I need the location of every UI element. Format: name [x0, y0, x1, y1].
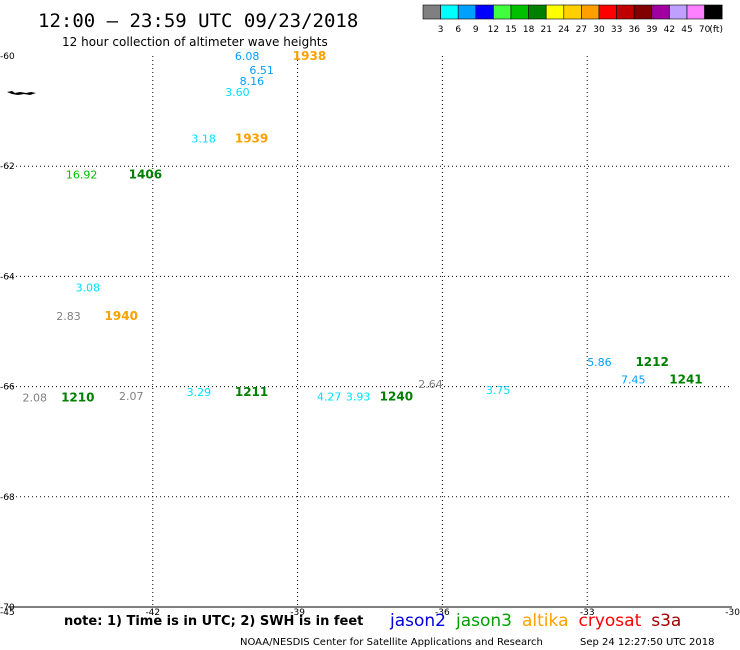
- legend-swatch: [422, 4, 441, 20]
- generation-timestamp: Sep 24 12:27:50 UTC 2018: [580, 637, 714, 648]
- wave-height-value: 2.07: [119, 390, 144, 403]
- legend-swatch: [493, 4, 512, 20]
- pass-time-label: 1406: [129, 167, 162, 181]
- legend-swatch: [616, 4, 635, 20]
- pass-time-label: 1939: [235, 132, 268, 146]
- satellite-name: altika: [522, 611, 569, 631]
- wave-height-value: 16.92: [66, 168, 98, 181]
- legend-label: 39: [646, 25, 658, 35]
- longitude-tick-label: -36: [435, 608, 450, 618]
- legend-swatch: [563, 4, 582, 20]
- legend-swatch: [633, 4, 653, 20]
- legend-label: 27: [576, 25, 587, 35]
- pass-time-label: 1211: [235, 385, 268, 399]
- latitude-tick-label: -60: [0, 52, 15, 62]
- legend-label: 21: [540, 25, 551, 35]
- coastline-fragment: [7, 91, 36, 95]
- satellite-name: s3a: [651, 611, 681, 631]
- legend-label: 45: [681, 25, 692, 35]
- pass-time-label: 1938: [293, 49, 326, 63]
- legend-swatch: [440, 4, 459, 20]
- legend-swatch: [457, 4, 477, 20]
- wave-height-value: 8.16: [240, 75, 265, 88]
- legend-swatch: [669, 4, 688, 20]
- legend-label: 18: [523, 25, 535, 35]
- wave-height-value: 2.83: [56, 310, 80, 323]
- legend-label: 3: [438, 25, 444, 35]
- pass-time-label: 1212: [635, 355, 668, 369]
- pass-time-label: 1240: [380, 390, 413, 404]
- legend-swatch: [598, 4, 617, 20]
- satellite-name: cryosat: [579, 611, 642, 631]
- legend-swatch: [651, 4, 670, 20]
- wave-height-value: 7.45: [621, 373, 646, 386]
- latitude-tick-label: -70: [0, 603, 15, 613]
- latitude-labels: -60 -62 -64 -66 -68 -70: [0, 52, 15, 613]
- legend-label: 33: [611, 25, 622, 35]
- legend-label: 12: [488, 25, 499, 35]
- legend-label: 30: [593, 25, 605, 35]
- latitude-tick-label: -68: [0, 493, 15, 503]
- longitude-tick-label: -33: [580, 608, 595, 618]
- wave-height-value: 3.29: [187, 386, 212, 399]
- wave-height-color-legend: 3 6 9 12 15 18 21 24 27 30 33 36 39 42 45 70 (ft): [422, 4, 723, 35]
- legend-swatch: [545, 4, 565, 20]
- longitude-tick-label: -30: [725, 608, 740, 618]
- wave-height-value: 2.08: [22, 392, 47, 405]
- wave-height-value: 5.86: [587, 356, 612, 369]
- graticule: [8, 56, 732, 607]
- longitude-tick-label: -42: [145, 608, 160, 618]
- legend-swatch: [686, 4, 705, 20]
- map-subtitle: 12 hour collection of altimeter wave hei…: [62, 35, 328, 49]
- credit-line: NOAA/NESDIS Center for Satellite Applica…: [240, 637, 543, 648]
- wave-height-value: 4.27: [317, 391, 342, 404]
- longitude-labels: -45 -42 -39 -36 -33 -30: [0, 608, 740, 618]
- wave-height-value: 3.93: [346, 391, 371, 404]
- latitude-tick-label: -64: [0, 272, 15, 282]
- wave-height-value: 2.64: [418, 378, 443, 391]
- legend-label: 9: [473, 25, 479, 35]
- legend-swatch: [581, 4, 600, 20]
- legend-label: 15: [505, 25, 516, 35]
- map-title: 12:00 – 23:59 UTC 09/23/2018: [38, 10, 358, 32]
- legend-swatch: [528, 4, 547, 20]
- legend-swatch: [704, 4, 723, 20]
- wave-height-value: 3.75: [486, 384, 511, 397]
- satellite-name: jason2: [389, 611, 446, 631]
- legend-swatch: [475, 4, 494, 20]
- wave-height-value: 6.08: [235, 50, 260, 63]
- wave-height-value: 6.51: [249, 64, 273, 77]
- legend-swatch: [510, 4, 529, 20]
- legend-label: 42: [664, 25, 675, 35]
- legend-label: 24: [558, 25, 570, 35]
- latitude-tick-label: -62: [0, 162, 15, 172]
- legend-label: 70: [699, 25, 711, 35]
- legend-label: (ft): [709, 25, 723, 35]
- footer-note: note: 1) Time is in UTC; 2) SWH is in fe…: [64, 614, 363, 629]
- wave-height-value: 3.60: [225, 86, 250, 99]
- pass-time-label: 1940: [105, 309, 138, 323]
- satellite-legend: jason2 jason3 altika cryosat s3a: [389, 611, 681, 631]
- legend-label: 36: [628, 25, 640, 35]
- longitude-tick-label: -39: [290, 608, 305, 618]
- satellite-name: jason3: [455, 611, 512, 631]
- pass-time-label: 1241: [669, 372, 702, 386]
- wave-height-value: 3.08: [76, 281, 101, 294]
- wave-height-observations: 6.08 1938 6.518.163.60 3.18 1939 16.92 1406 3.0…: [22, 49, 702, 405]
- pass-time-label: 1210: [61, 391, 94, 405]
- longitude-tick-label: -45: [0, 608, 15, 618]
- wave-height-value: 3.18: [191, 133, 216, 146]
- latitude-tick-label: -66: [0, 383, 15, 393]
- legend-label: 6: [455, 25, 461, 35]
